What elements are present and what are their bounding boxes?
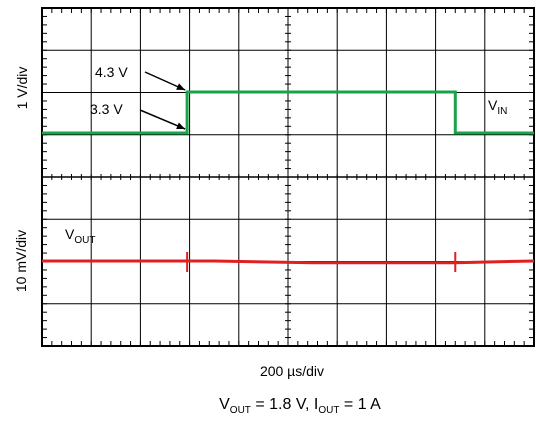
vout-trace-label: VOUT — [65, 226, 95, 246]
annotation-arrows — [139, 71, 186, 130]
caption: VOUT = 1.8 V, IOUT = 1 A — [150, 396, 450, 416]
vout-trace — [42, 259, 535, 265]
caption-iout-value: = 1 A — [339, 396, 381, 413]
traces — [42, 90, 535, 272]
grid — [41, 7, 535, 347]
caption-vout-main: V — [219, 396, 230, 413]
vin-label-main: V — [488, 97, 498, 113]
caption-vout-value: = 1.8 V, I — [250, 396, 319, 413]
vout-label-main: V — [65, 226, 75, 242]
vin-trace-label: VIN — [488, 97, 507, 117]
annotation-low: 3.3 V — [90, 101, 123, 117]
caption-iout-sub: OUT — [318, 405, 340, 416]
annotation-high: 4.3 V — [95, 64, 128, 80]
vin-trace — [42, 90, 534, 135]
time-scale-label: 200 µs/div — [259, 363, 325, 379]
vin-scale-label: 1 V/div — [14, 66, 30, 110]
vout-scale-label: 10 mV/div — [13, 229, 29, 293]
arrow-low-head — [176, 122, 186, 130]
arrow-high-head — [176, 83, 186, 90]
vin-label-sub: IN — [497, 106, 508, 117]
vout-label-sub: OUT — [74, 235, 96, 246]
caption-vout-sub: OUT — [229, 405, 251, 416]
